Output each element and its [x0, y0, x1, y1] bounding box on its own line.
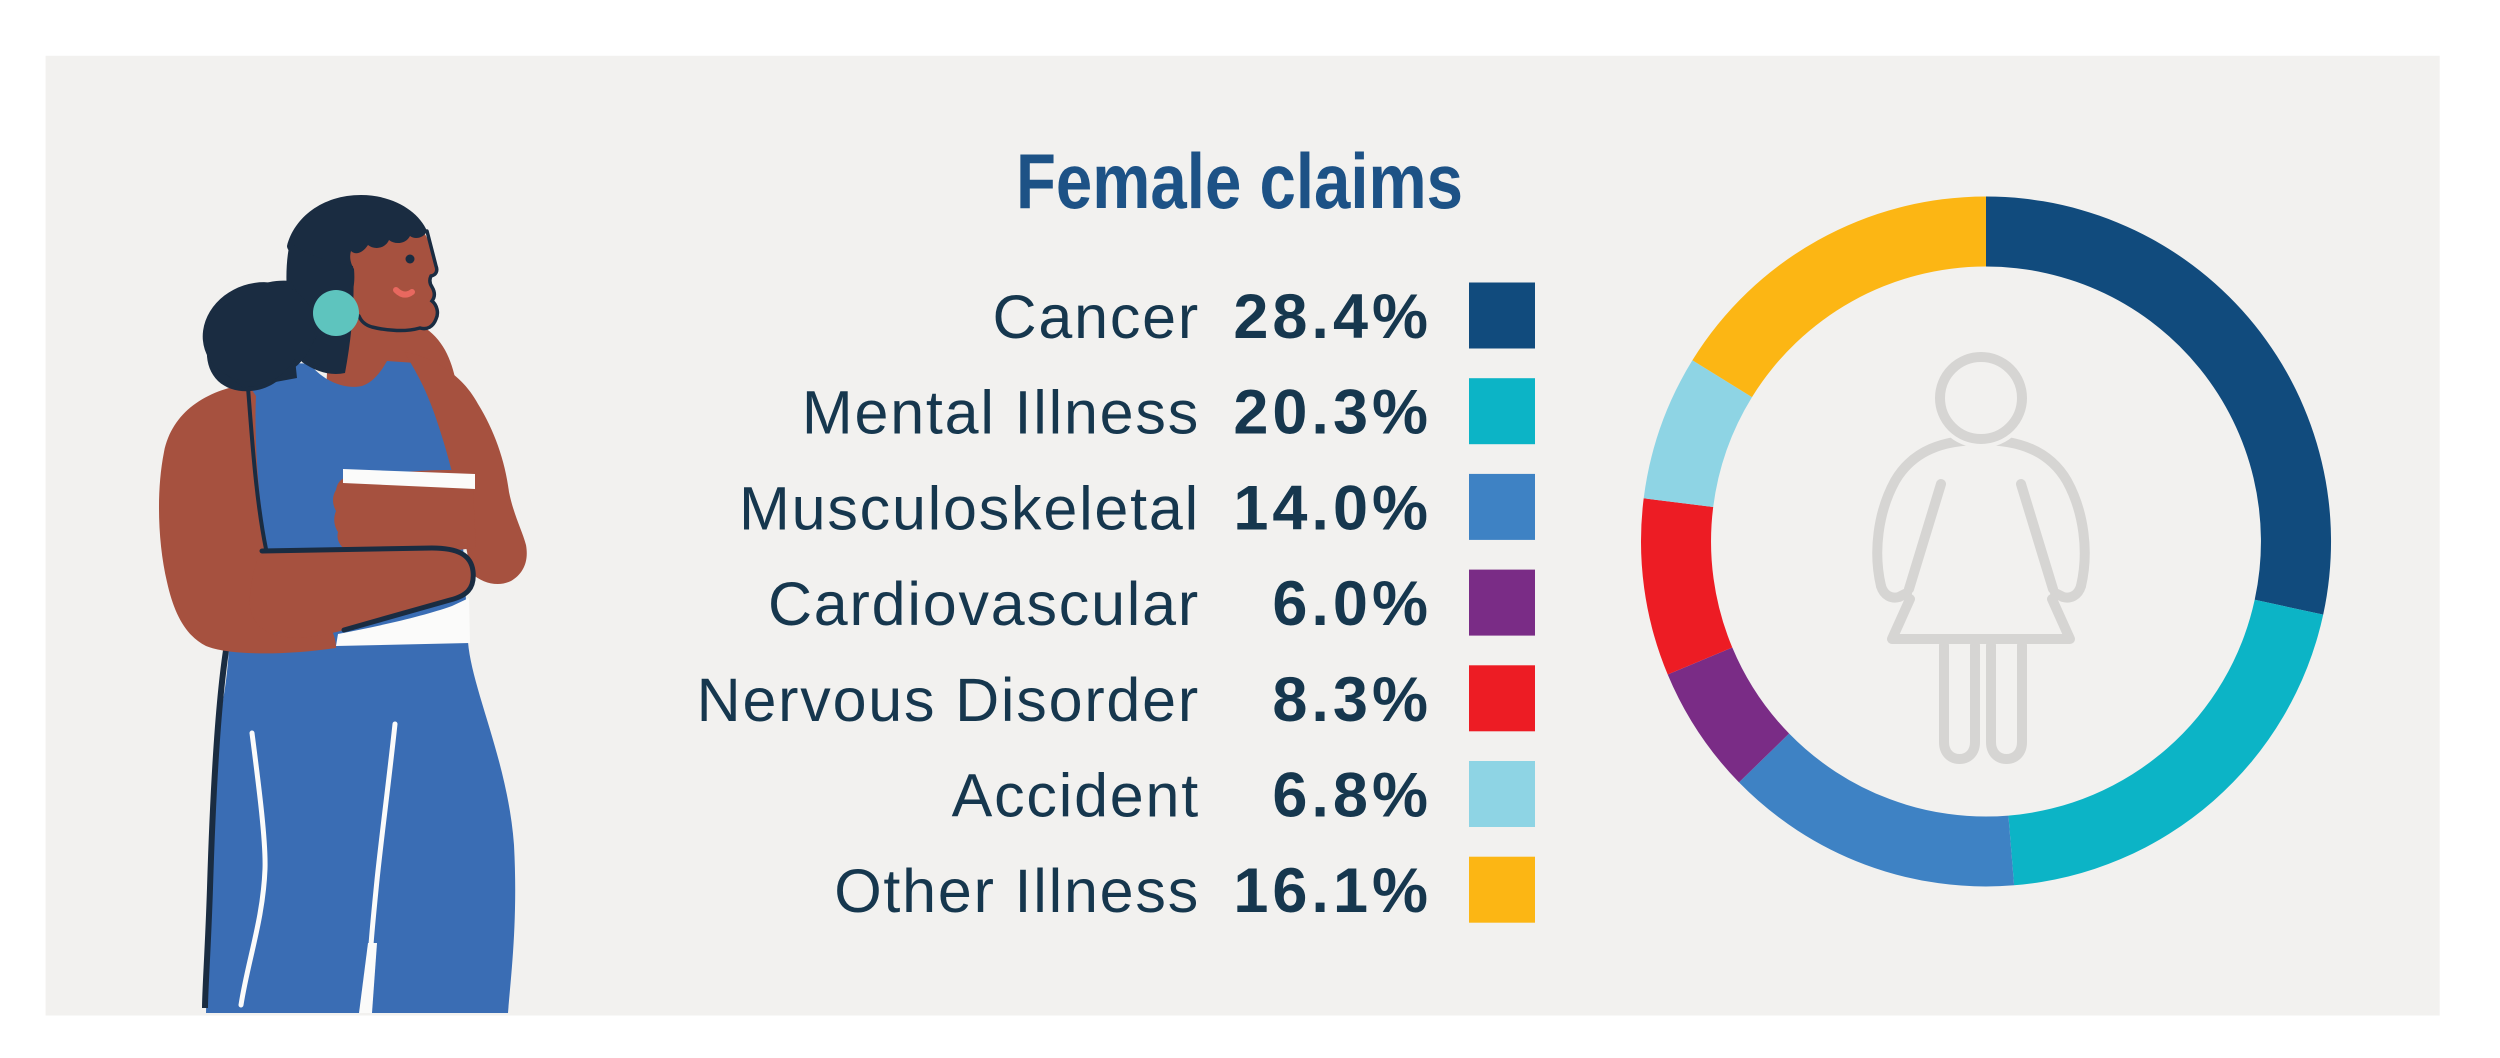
svg-text:Other Illness: Other Illness [834, 857, 1200, 925]
svg-text:Cardiovascular: Cardiovascular [768, 570, 1200, 638]
svg-text:28.4%: 28.4% [1233, 282, 1432, 352]
svg-text:Female claims: Female claims [1016, 137, 1463, 225]
svg-text:Nervous Disorder: Nervous Disorder [697, 666, 1200, 734]
svg-text:14.0%: 14.0% [1233, 473, 1432, 543]
svg-text:Musculoskeletal: Musculoskeletal [739, 474, 1200, 542]
svg-text:Mental Illness: Mental Illness [802, 379, 1200, 447]
svg-text:6.8%: 6.8% [1272, 761, 1432, 831]
svg-text:6.0%: 6.0% [1272, 569, 1432, 639]
svg-text:Accident: Accident [952, 762, 1200, 830]
svg-text:20.3%: 20.3% [1233, 378, 1432, 448]
svg-text:16.1%: 16.1% [1233, 856, 1432, 926]
svg-text:Cancer: Cancer [993, 283, 1200, 351]
svg-text:8.3%: 8.3% [1272, 665, 1432, 735]
